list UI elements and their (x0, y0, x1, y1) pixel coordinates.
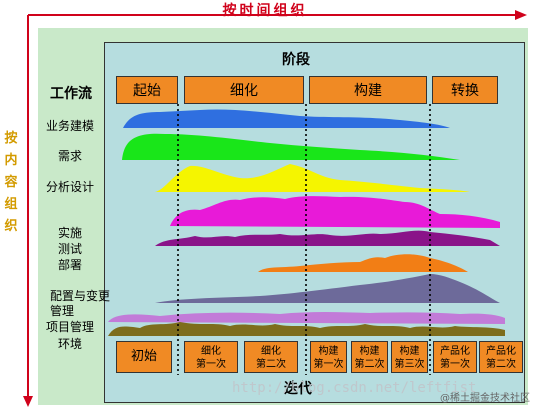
workflow-environment: 环境 (58, 337, 83, 351)
phases-title: 阶段 (282, 52, 310, 68)
workflow-test: 测试 (58, 242, 83, 256)
hump-deployment (258, 254, 468, 272)
content-axis-arrow (23, 396, 33, 407)
workflow-business-modeling: 业务建模 (46, 119, 95, 133)
iteration-initial: 初始 (116, 341, 172, 373)
workflow-project-mgmt: 项目管理 (46, 320, 95, 334)
hump-project-mgmt (108, 312, 505, 324)
hump-business-modeling (123, 109, 450, 128)
workflow-analysis-design: 分析设计 (46, 180, 95, 194)
iteration-transition-2: 产品化 第二次 (479, 341, 523, 373)
phase-construction: 构建 (309, 76, 427, 104)
workflow-title: 工作流 (50, 86, 92, 102)
iterations-title: 迭代 (284, 381, 312, 397)
hump-implementation (170, 196, 500, 228)
hump-requirements (122, 133, 460, 160)
phase-transition: 转换 (432, 76, 498, 104)
workflow-requirements: 需求 (58, 149, 83, 163)
iteration-elaboration-1: 细化 第一次 (184, 341, 238, 373)
watermark-community: @稀土掘金技术社区 (440, 393, 530, 404)
hump-test (155, 230, 500, 246)
phase-inception: 起始 (116, 76, 178, 104)
workflow-implementation: 实施 (58, 226, 83, 240)
workflow-deployment: 部署 (58, 258, 83, 272)
iteration-transition-1: 产品化 第一次 (433, 341, 477, 373)
hump-analysis-design (155, 164, 470, 192)
time-axis-arrow (515, 10, 527, 20)
iteration-construction-3: 构建 第三次 (391, 341, 428, 373)
hump-config (155, 274, 500, 303)
iteration-construction-2: 构建 第二次 (351, 341, 388, 373)
iteration-construction-1: 构建 第一次 (310, 341, 347, 373)
phase-elaboration: 细化 (184, 76, 304, 104)
time-axis-label: 按时间组织 (222, 3, 308, 19)
iteration-elaboration-2: 细化 第二次 (244, 341, 298, 373)
workflow-config-change-mgmt: 配置与变更管理 (50, 289, 111, 318)
content-axis-label: 按 内 容 组 织 (4, 131, 18, 234)
watermark-url: http://blog.csdn.net/leftfist (232, 380, 477, 396)
